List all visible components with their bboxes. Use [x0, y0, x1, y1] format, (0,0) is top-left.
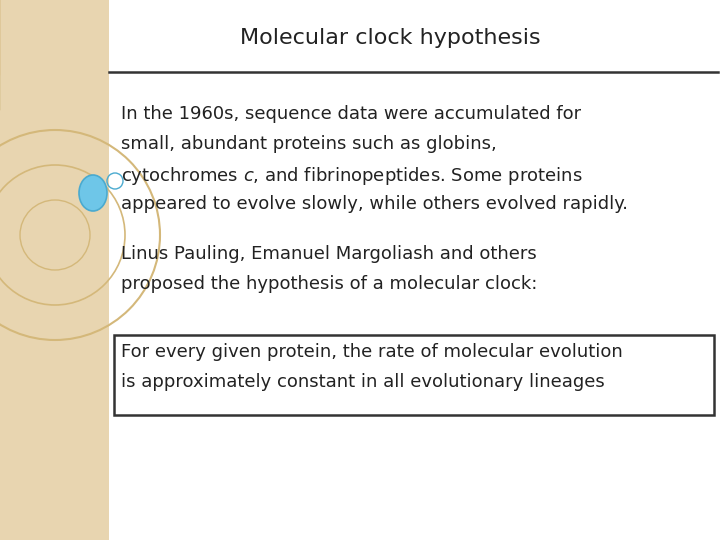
Text: small, abundant proteins such as globins,: small, abundant proteins such as globins…: [122, 135, 498, 153]
Text: cytochromes $\it{c}$, and fibrinopeptides. Some proteins: cytochromes $\it{c}$, and fibrinopeptide…: [122, 165, 583, 187]
Text: Linus Pauling, Emanuel Margoliash and others: Linus Pauling, Emanuel Margoliash and ot…: [122, 245, 537, 263]
Text: is approximately constant in all evolutionary lineages: is approximately constant in all evoluti…: [122, 373, 606, 391]
Text: For every given protein, the rate of molecular evolution: For every given protein, the rate of mol…: [122, 343, 624, 361]
Text: Molecular clock hypothesis: Molecular clock hypothesis: [240, 28, 540, 48]
Bar: [114, 335, 714, 415]
Ellipse shape: [79, 175, 107, 211]
Bar: [109, 0, 720, 540]
Text: In the 1960s, sequence data were accumulated for: In the 1960s, sequence data were accumul…: [122, 105, 582, 123]
Text: proposed the hypothesis of a molecular clock:: proposed the hypothesis of a molecular c…: [122, 275, 538, 293]
Text: appeared to evolve slowly, while others evolved rapidly.: appeared to evolve slowly, while others …: [122, 195, 629, 213]
Bar: [0, 0, 109, 540]
